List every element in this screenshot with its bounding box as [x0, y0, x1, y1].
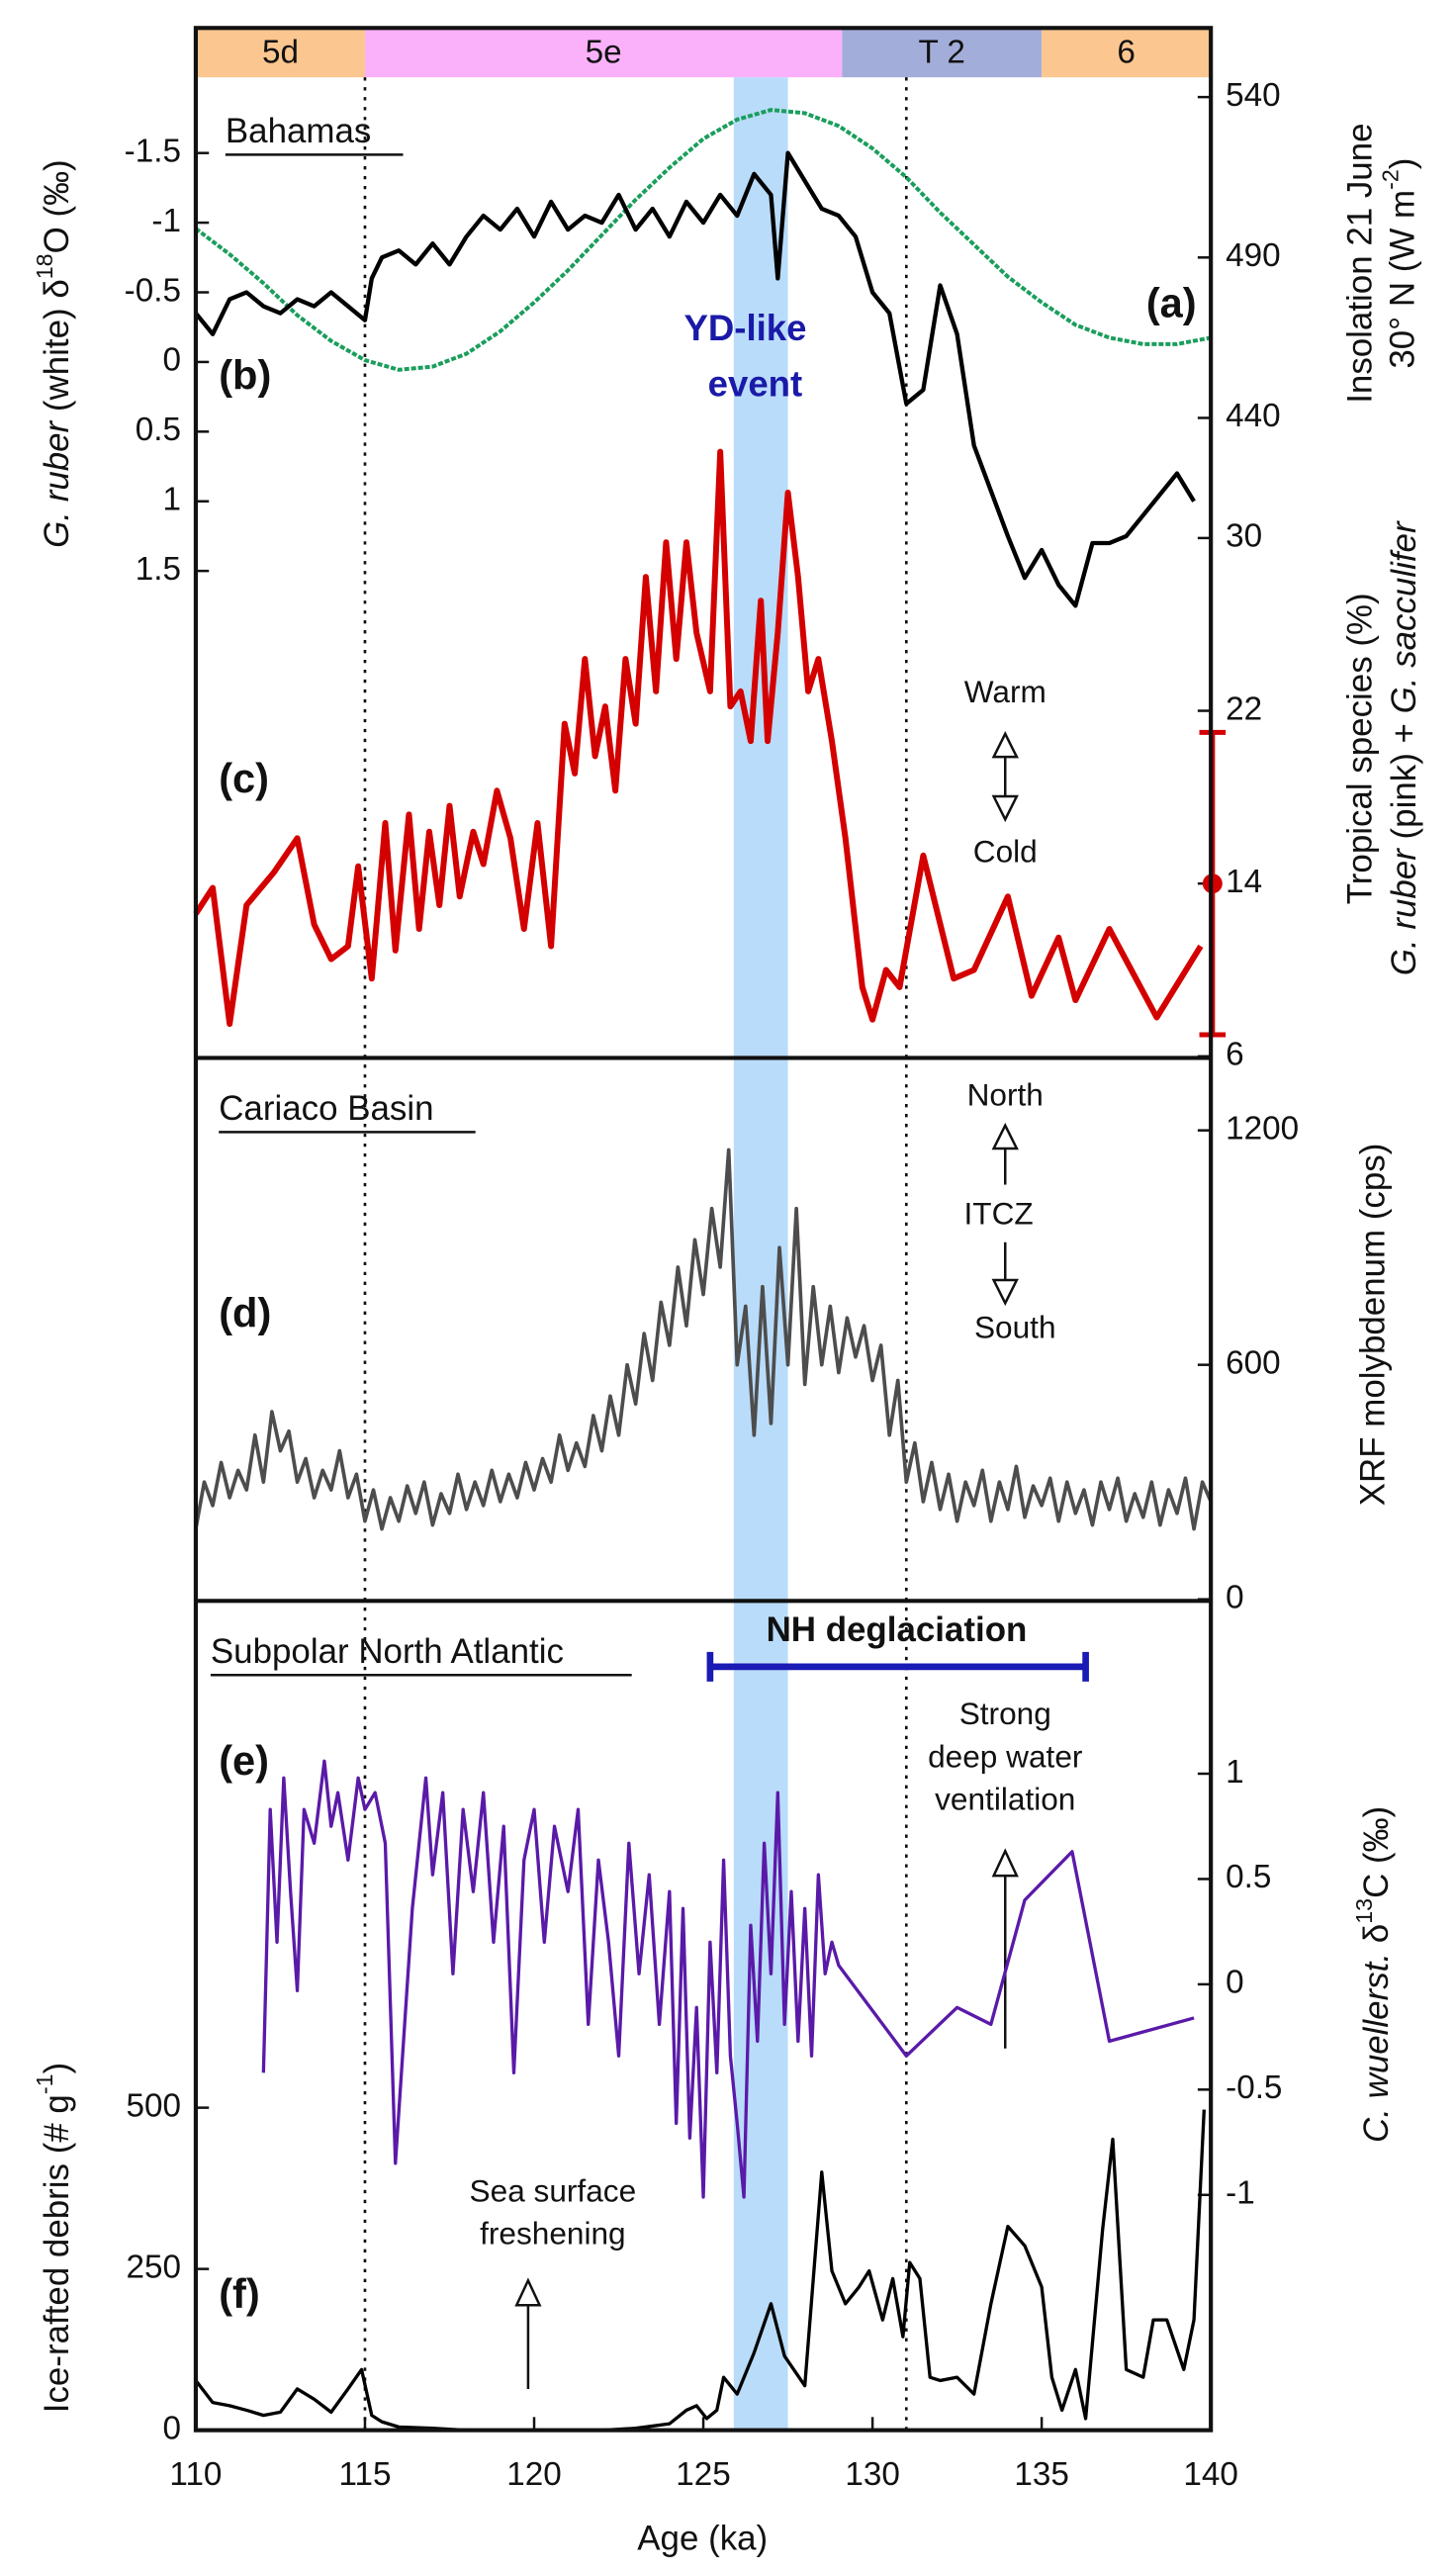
stage-box	[1042, 28, 1212, 78]
annotation: North	[967, 1077, 1044, 1113]
data-line	[194, 108, 1212, 372]
arrow	[514, 731, 1019, 2390]
y-tick-label: 30	[1226, 518, 1262, 555]
data-line	[194, 150, 1196, 608]
y-tick-label: 0	[162, 342, 180, 379]
x-tick-label: 115	[338, 2456, 391, 2493]
frame	[193, 26, 1214, 2433]
x-axis-label: Age (ka)	[637, 2519, 768, 2557]
y-tick-label: 0.5	[1226, 1859, 1271, 1895]
panel-label: (a)	[1146, 279, 1197, 325]
y-tick-label: 1.5	[136, 551, 181, 588]
label-part: G. sacculifer	[1385, 520, 1423, 713]
panel-label: (e)	[219, 1737, 269, 1784]
y-tick-label: 1	[1226, 1754, 1244, 1791]
stage-box	[842, 28, 1043, 78]
y-tick-label: 22	[1226, 690, 1262, 727]
y-axis-label: G. ruber (white) δ18O (‰)	[32, 159, 76, 548]
annotation: Sea surface	[470, 2172, 637, 2208]
panel-label: (d)	[219, 1290, 271, 1336]
label-part: 18	[32, 253, 57, 279]
label-part: C (‰)	[1357, 1806, 1396, 1898]
data-line	[261, 1759, 1195, 2199]
label-part: G. ruber	[38, 419, 76, 547]
annotation: Warm	[964, 674, 1046, 709]
y-tick-label: -1	[151, 203, 181, 239]
region-label: Cariaco Basin	[219, 1089, 433, 1128]
yd-label: YD-like	[683, 308, 806, 348]
y-tick-label: 250	[126, 2249, 180, 2285]
y-tick-label: 490	[1226, 237, 1280, 274]
label-part: O (‰)	[38, 159, 76, 253]
y-axis-label: Tropical species (%)	[1340, 593, 1379, 904]
annotation: ventilation	[935, 1782, 1075, 1817]
label-part: )	[38, 2063, 76, 2074]
data-line	[194, 2109, 1206, 2433]
x-tick-label: 120	[506, 2456, 561, 2493]
y-axis-label: G. ruber (pink) + G. sacculifer	[1385, 520, 1423, 975]
label-part: )	[1384, 158, 1422, 170]
stage-label: T 2	[918, 35, 964, 71]
x-tick-label: 140	[1183, 2456, 1237, 2493]
data-line	[194, 1148, 1213, 1531]
y-tick-label: 0	[1226, 1579, 1244, 1615]
panel-label: (c)	[219, 755, 269, 801]
label-part: -2	[1378, 169, 1404, 190]
panel-label: (b)	[219, 352, 271, 399]
background-layer: 5d 5e T 2 6	[195, 28, 1212, 2431]
nh-label: NH deglaciation	[767, 1610, 1028, 1649]
region-label: Subpolar North Atlantic	[211, 1632, 564, 1671]
y-tick-label: 500	[126, 2087, 180, 2124]
x-tick-label: 125	[676, 2456, 730, 2493]
label-part: (pink) +	[1385, 713, 1423, 849]
stage-label: 5d	[262, 35, 299, 71]
y-tick-label: 540	[1226, 77, 1280, 114]
data-line	[193, 448, 1204, 1028]
label-part: 13	[1351, 1898, 1377, 1924]
y-tick-label: -0.5	[1226, 2069, 1282, 2106]
y-tick-label: 0.5	[136, 412, 181, 448]
y-tick-label: 1200	[1226, 1110, 1299, 1147]
y-axis-label: Insolation 21 June	[1340, 123, 1379, 403]
label-part: (white) δ	[38, 279, 76, 421]
panel-label: (f)	[219, 2270, 260, 2317]
annotation: freshening	[480, 2216, 626, 2252]
y-tick-label: -1.5	[125, 133, 181, 169]
annotation: Strong	[959, 1696, 1051, 1731]
label-part: -1	[32, 2073, 57, 2094]
label-part: 30° N (W m	[1384, 190, 1422, 369]
annotation: deep water	[928, 1738, 1082, 1774]
annotation: Cold	[973, 834, 1038, 870]
yd-label: event	[708, 364, 803, 405]
region-label: Bahamas	[226, 112, 371, 150]
y-tick-label: 1	[162, 482, 180, 518]
y-axis-label: Ice-rafted debris (# g-1)	[32, 2063, 76, 2413]
x-tick-label: 135	[1014, 2456, 1068, 2493]
stage-label: 6	[1117, 35, 1136, 71]
y-tick-label: 440	[1226, 398, 1280, 434]
y-axis-label: C. wuellerst. δ13C (‰)	[1351, 1806, 1396, 2143]
y-tick-label: 0	[162, 2410, 180, 2446]
y-tick-label: 14	[1226, 864, 1262, 900]
y-tick-label: -0.5	[125, 272, 181, 309]
label-part: C. wuellerst.	[1357, 1953, 1396, 2143]
label-part: Ice-rafted debris (# g	[38, 2094, 76, 2413]
y-tick-label: 0	[1226, 1965, 1244, 2001]
x-tick-label: 110	[169, 2456, 222, 2493]
annotation: South	[974, 1309, 1056, 1344]
label-part: G. ruber	[1385, 848, 1423, 975]
stage-label: 5e	[586, 35, 622, 71]
stage-box	[364, 28, 843, 78]
label-part: δ	[1357, 1924, 1396, 1953]
stage-box	[195, 28, 365, 78]
x-tick-label: 130	[845, 2456, 899, 2493]
y-tick-label: 6	[1226, 1037, 1244, 1073]
y-axis-label: 30° N (W m-2)	[1378, 158, 1422, 369]
y-tick-label: -1	[1226, 2175, 1255, 2212]
annotation: ITCZ	[964, 1195, 1034, 1231]
y-tick-label: 600	[1226, 1344, 1280, 1381]
y-axis-label: XRF molybdenum (cps)	[1354, 1144, 1393, 1507]
